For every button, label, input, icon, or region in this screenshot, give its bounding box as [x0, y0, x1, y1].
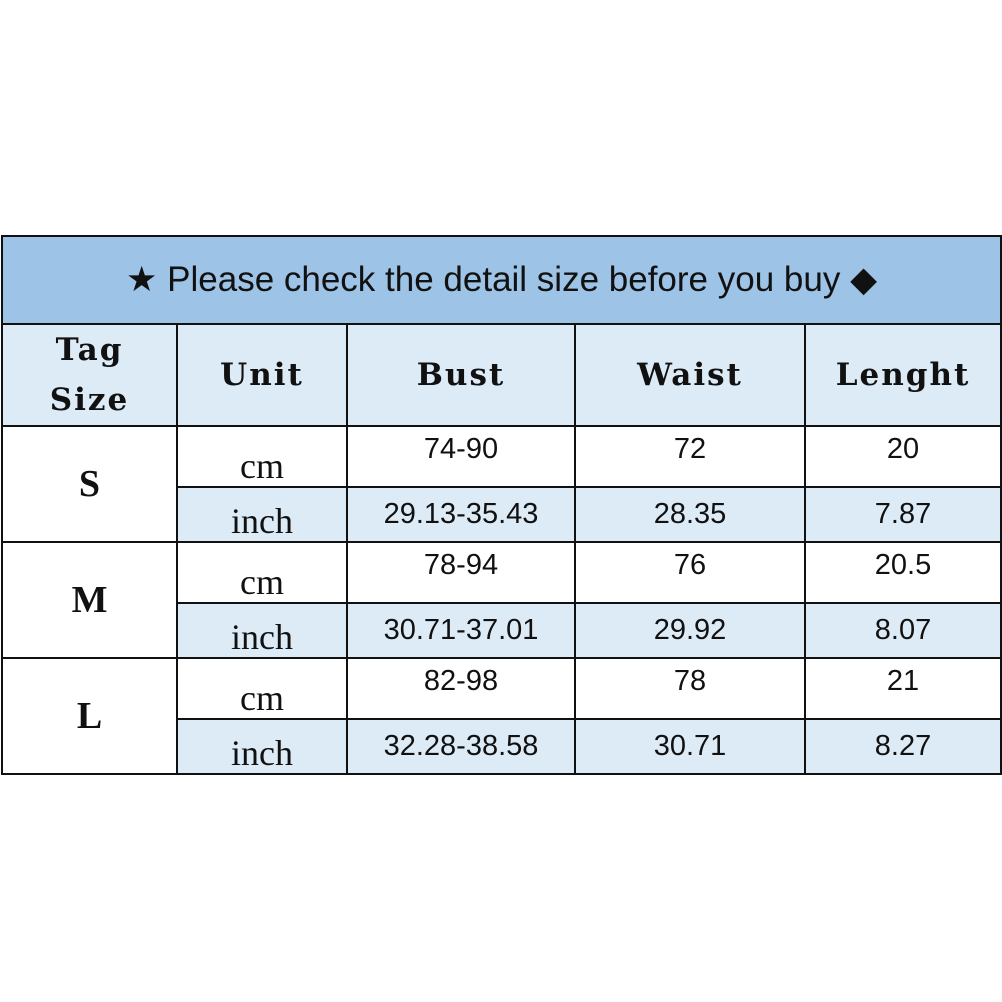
unit-cell: inch	[176, 486, 348, 543]
length-cell: 20	[804, 425, 1002, 488]
table-row-m-inch: inch 30.71-37.01 29.92 8.07	[2, 602, 1002, 659]
banner-text: Please check the detail size before you …	[167, 260, 841, 299]
size-cell: M	[1, 541, 178, 659]
bust-cell: 29.13-35.43	[346, 486, 576, 543]
header-row: Tag Size Unit Bust Waist Lenght	[1, 323, 1002, 427]
unit-cell: inch	[176, 602, 348, 659]
waist-cell: 72	[574, 425, 806, 488]
bust-cell: 78-94	[346, 541, 576, 604]
size-cell: L	[1, 657, 178, 775]
size-chart-table: ★ Please check the detail size before yo…	[1, 235, 1002, 775]
header-unit: Unit	[176, 323, 348, 427]
table-row-s-inch: inch 29.13-35.43 28.35 7.87	[2, 486, 1002, 543]
star-icon: ★	[126, 260, 158, 299]
bust-cell: 30.71-37.01	[346, 602, 576, 659]
waist-cell: 78	[574, 657, 806, 720]
header-tag-size-line1: Tag	[55, 332, 124, 368]
header-tag-size-line2: Size	[49, 382, 130, 418]
banner: ★ Please check the detail size before yo…	[1, 235, 1002, 325]
length-cell: 20.5	[804, 541, 1002, 604]
unit-cell: cm	[176, 425, 348, 488]
header-waist: Waist	[574, 323, 806, 427]
table-row-l-inch: inch 32.28-38.58 30.71 8.27	[2, 718, 1002, 775]
waist-cell: 29.92	[574, 602, 806, 659]
length-cell: 8.27	[804, 718, 1002, 775]
length-cell: 7.87	[804, 486, 1002, 543]
diamond-icon: ◆	[850, 260, 877, 299]
header-bust: Bust	[346, 323, 576, 427]
unit-cell: cm	[176, 657, 348, 720]
bust-cell: 32.28-38.58	[346, 718, 576, 775]
unit-cell: inch	[176, 718, 348, 775]
bust-cell: 82-98	[346, 657, 576, 720]
waist-cell: 76	[574, 541, 806, 604]
waist-cell: 30.71	[574, 718, 806, 775]
bust-cell: 74-90	[346, 425, 576, 488]
waist-cell: 28.35	[574, 486, 806, 543]
length-cell: 8.07	[804, 602, 1002, 659]
length-cell: 21	[804, 657, 1002, 720]
unit-cell: cm	[176, 541, 348, 604]
header-tag-size: Tag Size	[1, 323, 178, 427]
header-length: Lenght	[804, 323, 1002, 427]
size-cell: S	[1, 425, 178, 543]
